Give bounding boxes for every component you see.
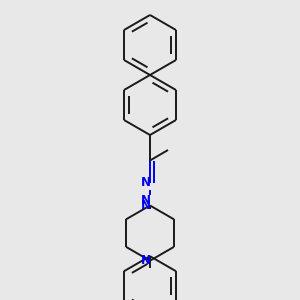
Text: N: N — [140, 194, 151, 207]
Text: N: N — [141, 199, 151, 212]
Text: N: N — [140, 176, 151, 188]
Text: N: N — [141, 254, 151, 267]
